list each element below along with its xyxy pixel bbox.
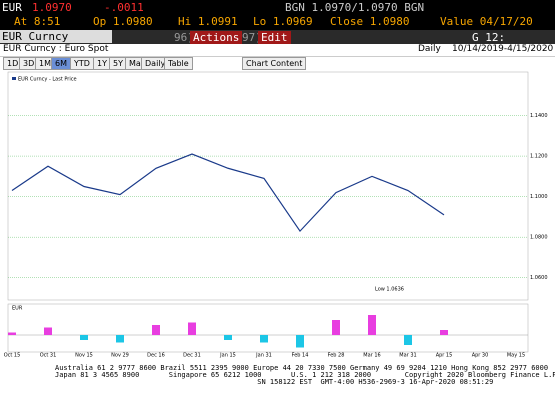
toolbar: 1D 3D 1M 6M YTD 1Y 5Y Max Daily Table Chart Conten… bbox=[0, 57, 555, 70]
toolbar-button[interactable]: Chart Content bbox=[242, 57, 307, 70]
footer: Australia 61 2 9777 8600 Brazil 5511 239… bbox=[55, 365, 555, 386]
open: Op 1.0980 bbox=[93, 15, 153, 28]
annotation: Low 1.0636 bbox=[375, 287, 404, 293]
toolbar-button[interactable]: 1D bbox=[3, 57, 23, 70]
x-tick-label: Nov 15 bbox=[75, 353, 93, 359]
footer-line: Australia 61 2 9777 8600 Brazil 5511 239… bbox=[55, 364, 549, 372]
histogram-bar bbox=[224, 335, 232, 340]
x-tick-label: Mar 16 bbox=[363, 353, 380, 359]
x-tick-label: Jan 15 bbox=[219, 353, 236, 359]
menu-bar: EUR Curncy 96) Actions 97) Edit G 12: bi… bbox=[0, 30, 555, 57]
histogram-bar bbox=[260, 335, 268, 343]
actions-num: 96) bbox=[174, 31, 194, 44]
date-range: 10/14/2019-4/15/2020 bbox=[452, 44, 554, 54]
x-tick-label: May 15 bbox=[507, 353, 525, 359]
x-tick-label: Dec 16 bbox=[147, 353, 165, 359]
value: Value 04/17/20 bbox=[440, 15, 533, 28]
change: -.0011 bbox=[104, 1, 144, 14]
quote-bar: EUR 1.0970 -.0011 BGN 1.0970/1.0970 BGN … bbox=[0, 0, 555, 30]
histogram-bar bbox=[152, 325, 160, 335]
security[interactable]: EUR Curncy bbox=[0, 30, 112, 43]
x-tick-label: Nov 29 bbox=[111, 353, 129, 359]
x-tick-label: Feb 14 bbox=[292, 353, 309, 359]
histogram-bar bbox=[404, 335, 412, 345]
legend-swatch bbox=[12, 77, 16, 80]
plot-frame bbox=[7, 71, 529, 301]
group: G 12: bist100 bbox=[472, 31, 519, 57]
edit-num: 97) bbox=[242, 31, 262, 44]
histogram-bar bbox=[116, 335, 124, 343]
frequency: Daily bbox=[418, 44, 441, 54]
x-tick-label: Apr 15 bbox=[436, 353, 453, 359]
histogram-bar bbox=[44, 327, 52, 335]
price-line bbox=[11, 153, 445, 233]
sub-header: EUR Curncy : Euro Spot Daily 10/14/2019-… bbox=[0, 44, 555, 57]
histogram-bar bbox=[440, 330, 448, 335]
x-tick-label: Feb 28 bbox=[328, 353, 345, 359]
security-name: EUR Curncy : Euro Spot bbox=[3, 44, 109, 54]
y-tick-label: 1.1400 bbox=[530, 113, 548, 119]
toolbar-button[interactable]: 6M bbox=[51, 57, 71, 70]
x-tick-label: Mar 31 bbox=[399, 353, 416, 359]
x-tick-label: Oct 31 bbox=[40, 353, 57, 359]
edit-button[interactable]: Edit bbox=[258, 31, 291, 44]
actions-button[interactable]: Actions bbox=[190, 31, 243, 44]
histogram-bar bbox=[368, 315, 376, 335]
high: Hi 1.0991 bbox=[178, 15, 238, 28]
footer-line: Japan 81 3 4565 8900 Singapore 65 6212 1… bbox=[55, 371, 555, 379]
histogram-bar bbox=[8, 332, 16, 335]
histogram-bar bbox=[80, 335, 88, 340]
ticker: EUR bbox=[2, 1, 22, 14]
y-tick-label: 1.0600 bbox=[530, 275, 548, 281]
x-tick-label: Dec 31 bbox=[183, 353, 201, 359]
y-tick-label: 1.1000 bbox=[530, 194, 548, 200]
close: Close 1.0980 bbox=[330, 15, 410, 28]
legend-label: EUR Curncy - Last Price bbox=[18, 77, 77, 83]
y-tick-label: 1.0800 bbox=[530, 235, 548, 241]
quote: BGN 1.0970/1.0970 BGN bbox=[285, 1, 425, 14]
price: 1.0970 bbox=[32, 1, 72, 14]
x-tick-label: Oct 15 bbox=[4, 353, 21, 359]
chart: 1.0600 1.0800 1.1000 1.1200 1.1400 Oct 15 Oct … bbox=[4, 71, 548, 359]
toolbar-button[interactable]: Table bbox=[164, 57, 193, 70]
lower-frame bbox=[7, 303, 529, 353]
lower-title: EUR bbox=[12, 306, 23, 312]
x-tick-label: Jan 31 bbox=[255, 353, 272, 359]
time: At 8:51 bbox=[14, 15, 61, 28]
histogram-bar bbox=[332, 320, 340, 335]
y-tick-label: 1.1200 bbox=[530, 154, 548, 160]
footer-line: SN 158122 EST GMT-4:00 H536-2969-3 16-Ap… bbox=[55, 378, 494, 386]
histogram-bar bbox=[188, 322, 196, 335]
histogram-bar bbox=[296, 335, 304, 348]
x-tick-label: Apr 30 bbox=[472, 353, 489, 359]
low: Lo 1.0969 bbox=[253, 15, 313, 28]
